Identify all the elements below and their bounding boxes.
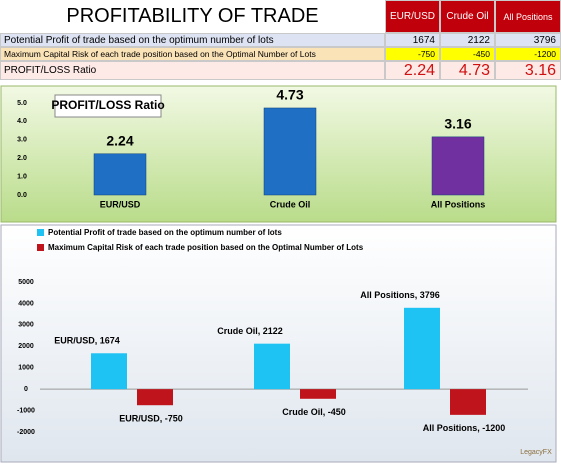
y-tick-label: 1.0: [17, 173, 27, 180]
chart-area: [0, 224, 557, 463]
legend-swatch: [37, 229, 44, 236]
y-tick-label: 5.0: [17, 100, 27, 107]
data-label: EUR/USD, -750: [119, 414, 183, 424]
legend-label: Maximum Capital Risk of each trade posit…: [48, 243, 364, 252]
data-label: Crude Oil, -450: [282, 407, 346, 417]
y-tick-label: 0.0: [17, 192, 27, 199]
table-value: -1200: [495, 47, 561, 61]
table-title: PROFITABILITY OF TRADE: [66, 5, 319, 27]
table-value: 4.73: [440, 61, 495, 80]
data-label: 4.73: [276, 87, 303, 103]
bar: [91, 353, 127, 390]
x-tick-label: EUR/USD: [100, 199, 141, 209]
x-tick-label: All Positions: [431, 199, 486, 209]
table-value: -450: [440, 47, 495, 61]
data-label: EUR/USD, 1674: [54, 336, 120, 346]
data-label: 2.24: [106, 132, 133, 148]
bar: [93, 153, 147, 196]
y-tick-label: 4.0: [17, 118, 27, 125]
y-tick-label: 2.0: [17, 155, 27, 162]
row-label: PROFIT/LOSS Ratio: [0, 61, 385, 80]
row-label: Potential Profit of trade based on the o…: [0, 33, 385, 47]
y-tick-label: -1000: [17, 407, 35, 414]
row-label: Maximum Capital Risk of each trade posit…: [0, 47, 385, 61]
legend-swatch: [37, 244, 44, 251]
legend-label: Potential Profit of trade based on the o…: [48, 228, 282, 237]
bar: [431, 136, 485, 196]
bar: [254, 343, 290, 390]
table-value: 3.16: [495, 61, 561, 80]
header-cell: All Positions: [495, 0, 561, 33]
bar: [404, 307, 440, 390]
bar: [263, 107, 317, 196]
y-tick-label: 2000: [18, 343, 34, 350]
x-tick-label: Crude Oil: [270, 199, 311, 209]
header-cell: Crude Oil: [440, 0, 495, 33]
y-tick-label: 5000: [18, 279, 34, 286]
y-tick-label: 1000: [18, 365, 34, 372]
chart-title-box: [54, 94, 162, 118]
table-value: 1674: [385, 33, 440, 47]
data-label: Crude Oil, 2122: [217, 326, 283, 336]
y-tick-label: 3000: [18, 322, 34, 329]
table-value: 2122: [440, 33, 495, 47]
y-tick-label: 0: [24, 386, 28, 393]
y-tick-label: -2000: [17, 429, 35, 436]
y-tick-label: 4000: [18, 300, 34, 307]
data-label: 3.16: [444, 116, 471, 132]
data-label: All Positions, -1200: [423, 423, 506, 433]
header-cell: EUR/USD: [385, 0, 440, 33]
bar: [137, 389, 173, 406]
watermark: LegacyFX: [520, 449, 552, 456]
bar: [450, 389, 486, 415]
data-label: All Positions, 3796: [360, 290, 440, 300]
table-value: 2.24: [385, 61, 440, 80]
table-value: -750: [385, 47, 440, 61]
y-tick-label: 3.0: [17, 137, 27, 144]
table-value: 3796: [495, 33, 561, 47]
chart-title: PROFIT/LOSS Ratio: [51, 98, 164, 112]
bar: [300, 389, 336, 399]
